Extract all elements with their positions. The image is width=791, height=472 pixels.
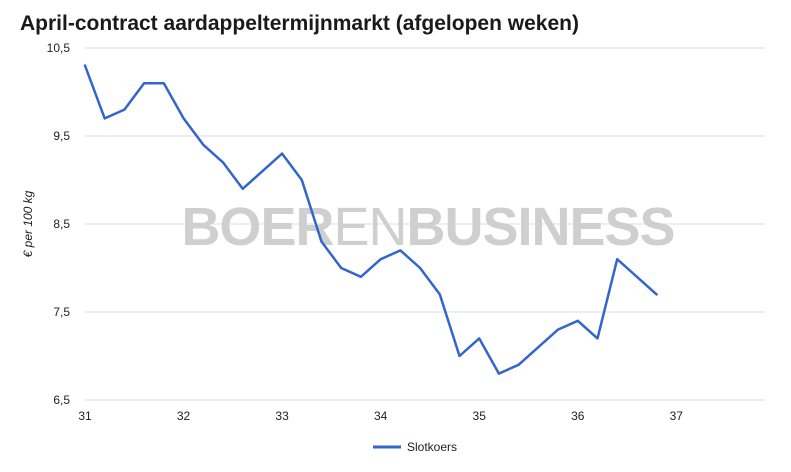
y-tick-label: 7,5 bbox=[53, 305, 70, 319]
chart-title: April-contract aardappeltermijnmarkt (af… bbox=[20, 12, 579, 35]
data-point bbox=[320, 240, 324, 244]
y-tick-label: 8,5 bbox=[53, 217, 70, 231]
y-tick-label: 10,5 bbox=[47, 41, 71, 55]
data-point bbox=[241, 187, 245, 191]
data-point bbox=[418, 266, 422, 270]
data-point bbox=[497, 372, 501, 376]
y-tick-label: 6,5 bbox=[53, 393, 70, 407]
data-point bbox=[122, 108, 126, 112]
x-tick-label: 32 bbox=[177, 409, 191, 423]
data-point bbox=[635, 275, 639, 279]
x-tick-label: 31 bbox=[78, 409, 92, 423]
data-point bbox=[201, 143, 205, 147]
data-point bbox=[359, 275, 363, 279]
legend-label: Slotkoers bbox=[407, 440, 457, 454]
data-point bbox=[339, 266, 343, 270]
data-point bbox=[536, 345, 540, 349]
x-tick-label: 37 bbox=[670, 409, 684, 423]
data-point bbox=[103, 116, 107, 120]
y-tick-label: 9,5 bbox=[53, 129, 70, 143]
data-point bbox=[477, 336, 481, 340]
x-tick-label: 35 bbox=[473, 409, 487, 423]
data-point bbox=[398, 248, 402, 252]
data-point bbox=[280, 152, 284, 156]
data-point bbox=[221, 160, 225, 164]
watermark-business: BUSINESS bbox=[406, 197, 674, 257]
data-point bbox=[595, 336, 599, 340]
y-axis-label: € per 100 kg bbox=[21, 190, 35, 257]
watermark-text: BOERENBUSINESS bbox=[181, 197, 674, 257]
data-point bbox=[576, 319, 580, 323]
data-point bbox=[300, 178, 304, 182]
data-point bbox=[655, 292, 659, 296]
x-tick-label: 33 bbox=[275, 409, 289, 423]
data-point bbox=[379, 257, 383, 261]
data-point bbox=[260, 169, 264, 173]
watermark-boer: BOER bbox=[181, 197, 333, 257]
data-point bbox=[615, 257, 619, 261]
data-point bbox=[438, 292, 442, 296]
series-line-0 bbox=[83, 64, 658, 375]
data-point bbox=[517, 363, 521, 367]
x-tick-label: 34 bbox=[374, 409, 388, 423]
x-tick-label: 36 bbox=[571, 409, 585, 423]
watermark-en: EN bbox=[333, 197, 406, 257]
data-point bbox=[556, 328, 560, 332]
data-point bbox=[83, 64, 87, 68]
data-point bbox=[162, 81, 166, 85]
data-point bbox=[182, 116, 186, 120]
data-point bbox=[142, 81, 146, 85]
data-point bbox=[457, 354, 461, 358]
